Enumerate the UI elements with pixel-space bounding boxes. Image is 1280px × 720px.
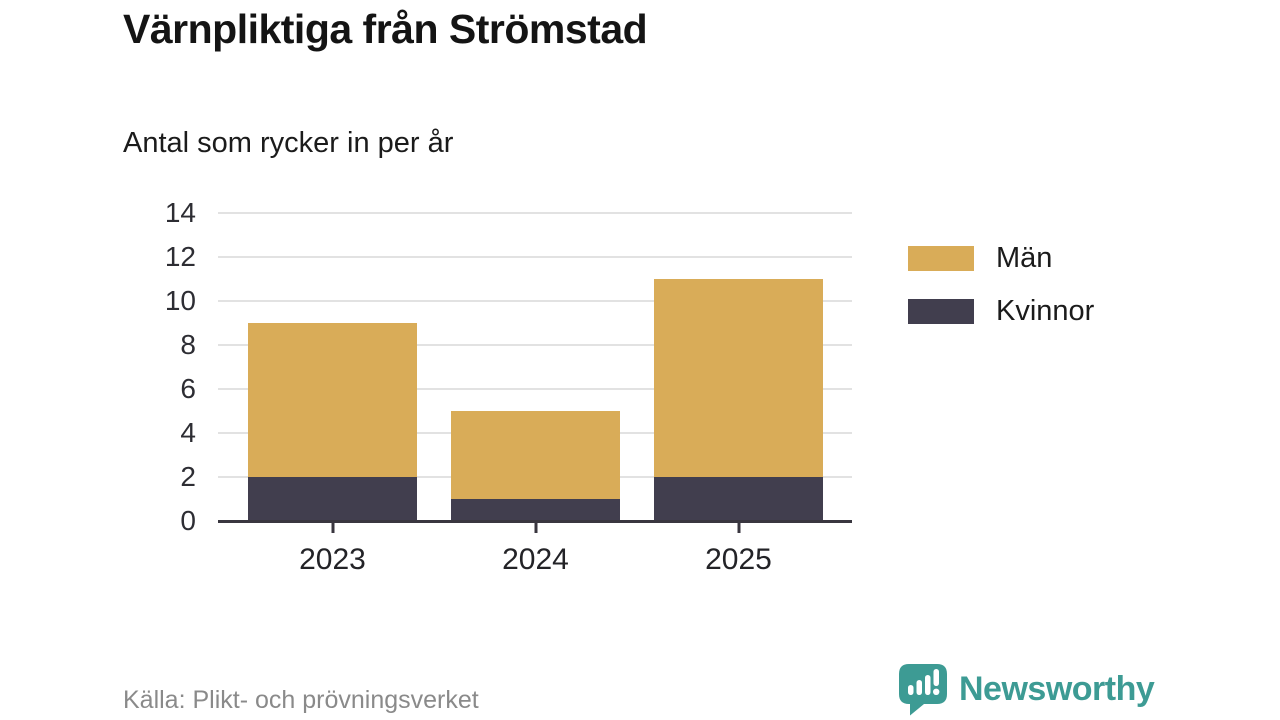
source-note: Källa: Plikt- och prövningsverket: [123, 686, 479, 714]
bar-segment-2024-män: [451, 411, 620, 499]
y-axis-tick-label: 2: [180, 461, 196, 492]
y-axis-tick-label: 10: [164, 285, 196, 316]
legend-label: Män: [996, 242, 1053, 274]
bar-segment-2023-män: [248, 323, 417, 477]
x-axis-baseline: [218, 520, 852, 523]
bar-segment-2024-kvinnor: [451, 499, 620, 521]
bar-segment-2023-kvinnor: [248, 477, 417, 521]
legend-label: Kvinnor: [996, 295, 1095, 327]
gridline-y-12: [218, 256, 852, 258]
chart-legend: Män Kvinnor: [908, 242, 1094, 328]
bar-segment-2025-kvinnor: [654, 477, 823, 521]
y-axis-tick-label: 12: [164, 241, 196, 272]
legend-item-kvinnor: Kvinnor: [908, 295, 1094, 328]
gridline-y-6: [218, 388, 852, 390]
x-axis-tick: [737, 523, 740, 533]
bar-chart-plot-area: 0 2 4 6 8 10 12 14 2023 2024 2025: [165, 197, 852, 576]
y-axis-tick-label: 8: [180, 329, 196, 360]
y-axis-tick-label: 4: [180, 417, 196, 448]
y-axis-tick-label: 0: [180, 505, 196, 536]
chart-title: Värnpliktiga från Strömstad: [123, 6, 648, 52]
x-axis-tick: [534, 523, 537, 533]
legend-swatch: [908, 299, 974, 324]
gridline-y-14: [218, 212, 852, 214]
bar-segment-2025-män: [654, 279, 823, 477]
newsworthy-logo-text: Newsworthy: [959, 670, 1155, 708]
y-axis-tick-label: 14: [164, 197, 196, 228]
chart-subtitle: Antal som rycker in per år: [123, 127, 454, 159]
gridline-y-10: [218, 300, 852, 302]
y-axis-tick-label: 6: [180, 373, 196, 404]
x-axis-tick-label: 2023: [299, 543, 366, 576]
newsworthy-logo: Newsworthy: [896, 662, 1155, 717]
gridline-y-8: [218, 344, 852, 346]
legend-swatch: [908, 246, 974, 271]
newsworthy-speech-bubble-icon: [899, 664, 947, 716]
x-axis-tick-label: 2025: [705, 543, 772, 576]
x-axis-tick: [331, 523, 334, 533]
legend-item-män: Män: [908, 242, 1094, 275]
x-axis-tick-label: 2024: [502, 543, 569, 576]
